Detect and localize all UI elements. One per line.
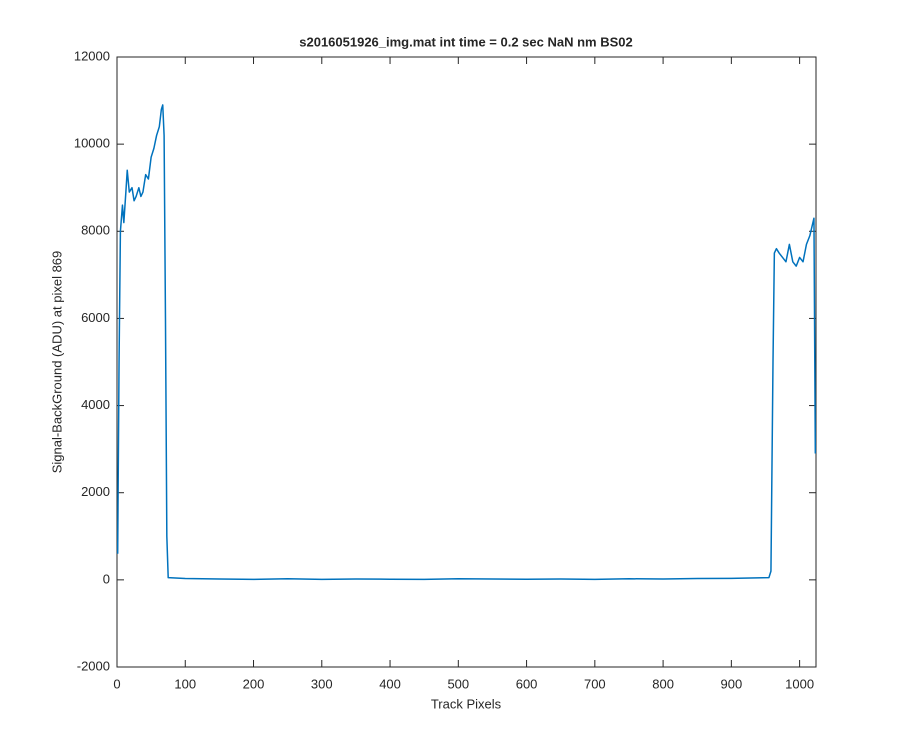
- x-tick-label: 1000: [785, 676, 814, 691]
- chart-title: s2016051926_img.mat int time = 0.2 sec N…: [299, 34, 633, 49]
- y-tick-label: -2000: [77, 658, 110, 673]
- x-tick-label: 900: [721, 676, 743, 691]
- x-tick-label: 0: [113, 676, 120, 691]
- y-tick-label: 12000: [74, 48, 110, 63]
- x-tick-label: 300: [311, 676, 333, 691]
- data-line: [116, 104, 817, 581]
- x-tick-label: 500: [447, 676, 469, 691]
- x-tick-label: 200: [243, 676, 265, 691]
- y-tick-label: 4000: [81, 397, 110, 412]
- x-tick-label: 600: [516, 676, 538, 691]
- y-tick-label: 2000: [81, 484, 110, 499]
- y-tick-label: 10000: [74, 136, 110, 151]
- plot-box: [116, 56, 817, 668]
- x-tick-label: 100: [174, 676, 196, 691]
- x-tick-label: 800: [652, 676, 674, 691]
- x-tick-label: 700: [584, 676, 606, 691]
- y-tick-label: 8000: [81, 223, 110, 238]
- y-tick-label: 0: [103, 571, 110, 586]
- x-axis-label: Track Pixels: [431, 696, 502, 711]
- x-tick-label: 400: [379, 676, 401, 691]
- y-tick-label: 6000: [81, 310, 110, 325]
- y-axis-label: Signal-BackGround (ADU) at pixel 869: [49, 251, 64, 474]
